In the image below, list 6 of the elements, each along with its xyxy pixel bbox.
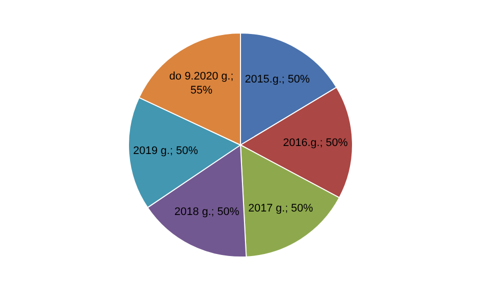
slice-label: do 9.2020 g.; 55% <box>169 70 234 97</box>
slice-label: 2019 g.; 50% <box>133 144 198 157</box>
slice-label: 2017 g.; 50% <box>248 202 314 214</box>
slice-label: 2018 g.; 50% <box>174 206 240 218</box>
slice-label: 2016.g.; 50% <box>282 137 348 150</box>
slice-label: 2015.g.; 50% <box>244 74 310 86</box>
